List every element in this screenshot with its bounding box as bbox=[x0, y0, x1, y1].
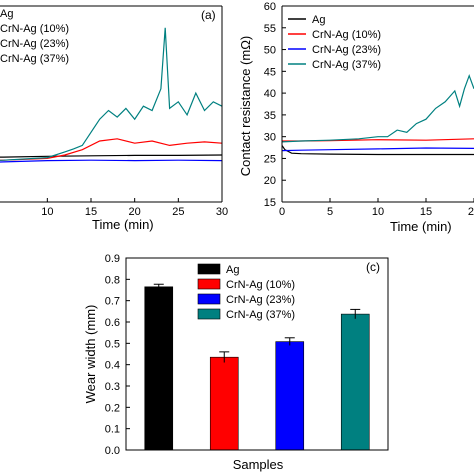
panel-a-legend-label: CrN-Ag (37%) bbox=[0, 53, 69, 65]
panel-c-y-tick-label: 0.4 bbox=[105, 360, 120, 372]
panel-b-x-tick-label: 10 bbox=[372, 206, 384, 218]
panel-b-y-tick-label: 20 bbox=[264, 175, 276, 187]
panel-c-y-tick-label: 0.0 bbox=[105, 445, 120, 457]
panel-c-label: (c) bbox=[366, 260, 380, 274]
panel-c-bar-crn-ag-37 bbox=[340, 313, 370, 451]
panel-a-legend-label: Ag bbox=[0, 8, 13, 20]
panel-b-y-tick-label: 55 bbox=[264, 23, 276, 35]
panel-b-chart: 15 20 25 30 35 40 45 50 55 60 0 5 10 15 20 Contact res… bbox=[238, 1, 474, 234]
panel-b-y-tick-label: 50 bbox=[264, 45, 276, 57]
panel-a-x-tick-label: 30 bbox=[216, 206, 228, 218]
panel-c-frame bbox=[125, 257, 389, 451]
panel-b-legend-label: Ag bbox=[312, 14, 325, 26]
panel-b-y-axis-label: Contact resistance (mΩ) bbox=[238, 36, 253, 176]
panel-a-x-tick-label: 20 bbox=[129, 206, 141, 218]
panel-b-y-tick-label: 35 bbox=[264, 110, 276, 122]
panel-a-legend-label: CrN-Ag (23%) bbox=[0, 38, 69, 50]
panel-c-legend-label: CrN-Ag (37%) bbox=[226, 309, 295, 321]
panel-c-bar-ag bbox=[144, 286, 174, 451]
panel-c-legend-swatch bbox=[197, 263, 221, 275]
panel-c-y-tick-label: 0.2 bbox=[105, 402, 120, 414]
panel-a-x-tick-label: 10 bbox=[41, 206, 53, 218]
panel-c-y-tick-label: 0.8 bbox=[105, 274, 120, 286]
panel-c-y-tick-label: 0.7 bbox=[105, 296, 120, 308]
panel-b-y-tick-label: 60 bbox=[264, 1, 276, 13]
panel-b-y-tick-label: 45 bbox=[264, 66, 276, 78]
panel-c-x-axis-label: Samples bbox=[233, 457, 284, 472]
panel-c-legend-swatch bbox=[197, 293, 221, 305]
panel-c-chart: 0.0 0.1 0.2 0.3 0.4 0.5 0.6 0.7 0.8 0.9 (c) Wear … bbox=[83, 253, 389, 472]
panel-c-y-tick-label: 0.3 bbox=[105, 381, 120, 393]
panel-c-legend-label: CrN-Ag (10%) bbox=[226, 279, 295, 291]
panel-c-y-tick-label: 0.5 bbox=[105, 338, 120, 350]
panel-b-y-tick-label: 15 bbox=[264, 197, 276, 209]
panel-c-legend-swatch bbox=[197, 278, 221, 290]
panel-b-y-tick-label: 30 bbox=[264, 132, 276, 144]
panel-b-y-tick-label: 40 bbox=[264, 88, 276, 100]
panel-b-x-tick-label: 5 bbox=[327, 206, 333, 218]
panel-a-series-crn-ag-10 bbox=[0, 138, 222, 161]
panel-b-series-crn-ag-37 bbox=[281, 73, 474, 143]
panel-c-legend-label: CrN-Ag (23%) bbox=[226, 294, 295, 306]
panel-c-legend-swatch bbox=[197, 308, 221, 320]
panel-b-x-tick-label: 20 bbox=[468, 206, 474, 218]
panel-a-x-tick-label: 15 bbox=[85, 206, 97, 218]
panel-c-bar-crn-ag-23 bbox=[275, 341, 305, 451]
panel-c-y-tick-label: 0.9 bbox=[105, 253, 120, 265]
panel-a-series-crn-ag-37 bbox=[0, 27, 222, 161]
panel-c-bar-crn-ag-10 bbox=[209, 356, 239, 451]
panel-b-x-axis-label: Time (min) bbox=[390, 219, 452, 234]
panel-b-y-tick-label: 25 bbox=[264, 153, 276, 165]
panel-b-series-crn-ag-23 bbox=[281, 147, 474, 152]
panel-a-x-axis-label: Time (min) bbox=[92, 217, 154, 232]
panel-a-series-crn-ag-23 bbox=[0, 159, 222, 163]
panel-c-y-tick-label: 0.1 bbox=[105, 424, 120, 436]
panel-b-legend-label: CrN-Ag (10%) bbox=[312, 29, 381, 41]
panel-a-label: (a) bbox=[201, 8, 216, 22]
panel-c-y-tick-label: 0.6 bbox=[105, 317, 120, 329]
panel-a-x-tick-label: 25 bbox=[172, 206, 184, 218]
panel-c-y-axis-label: Wear width (mm) bbox=[83, 305, 98, 404]
panel-a-chart: 10 15 20 25 30 (a) Time (min) Ag CrN-Ag (10%)… bbox=[0, 5, 228, 232]
panel-b-legend-label: CrN-Ag (23%) bbox=[312, 44, 381, 56]
panel-b-x-tick-label: 15 bbox=[420, 206, 432, 218]
panel-b-legend-label: CrN-Ag (37%) bbox=[312, 59, 381, 71]
panel-a-legend-label: CrN-Ag (10%) bbox=[0, 23, 69, 35]
panel-b-x-tick-label: 0 bbox=[279, 206, 285, 218]
panel-a-series-ag bbox=[0, 154, 222, 158]
panel-c-legend-label: Ag bbox=[226, 264, 239, 276]
